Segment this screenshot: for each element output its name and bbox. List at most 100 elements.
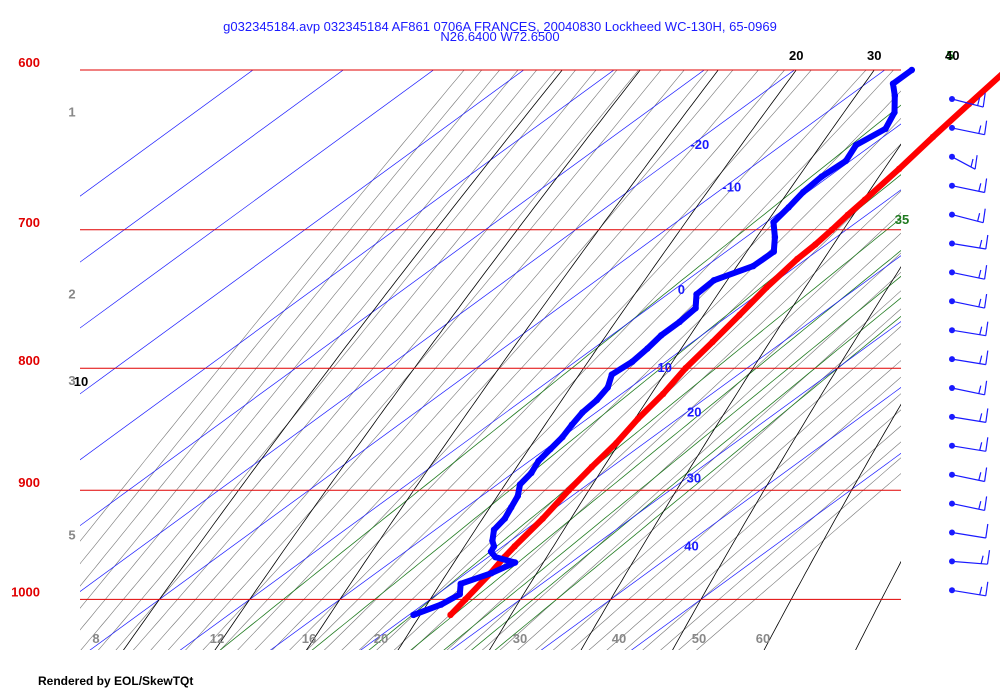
- wind-barb: [949, 93, 986, 108]
- mixing-ratio-line: [368, 217, 901, 650]
- moist-adiabat: [696, 473, 901, 650]
- moist-adiabat: [80, 70, 483, 565]
- mixing-ratio-line: [410, 249, 901, 650]
- dewpoint-point: [771, 233, 779, 241]
- moist-adiabat: [642, 425, 901, 650]
- wind-barb: [949, 234, 989, 250]
- moist-adiabat: [167, 70, 662, 650]
- dry-adiabat-lines: [123, 70, 901, 650]
- moist-adiabat: [499, 290, 901, 650]
- temperature-profile: [447, 71, 1000, 619]
- isotherm-line: [80, 70, 615, 461]
- isotherm-line: [89, 70, 886, 650]
- moist-adiabat-label: 2: [68, 286, 75, 301]
- moist-adiabat-lines: [80, 70, 901, 650]
- dewpoint-point: [579, 409, 586, 416]
- moist-adiabat: [80, 70, 557, 650]
- temperature-point: [539, 515, 546, 522]
- temperature-point: [709, 338, 716, 346]
- dewpoint-point: [456, 591, 463, 598]
- dewpoint-point: [559, 433, 566, 441]
- isotherm-label: -10: [722, 179, 741, 194]
- temperature-point: [588, 463, 595, 471]
- isotherm-label: 20: [687, 405, 701, 420]
- dewpoint-point: [547, 445, 554, 453]
- dewpoint-point: [891, 109, 898, 116]
- wind-barb: [949, 496, 988, 511]
- isotherm-line: [80, 70, 525, 395]
- moist-adiabat: [588, 376, 901, 650]
- moist-adiabat: [428, 212, 901, 650]
- moist-adiabat: [464, 252, 901, 650]
- dewpoint-point: [842, 157, 850, 165]
- dewpoint-point: [676, 318, 683, 325]
- temperature-point: [682, 365, 689, 372]
- moist-adiabat: [341, 90, 901, 650]
- temperature-line: [447, 71, 1000, 618]
- moist-adiabat: [606, 393, 901, 650]
- wind-barb: [949, 265, 988, 280]
- pressure-label: 600: [18, 55, 40, 70]
- moist-adiabat: [481, 271, 901, 650]
- pressure-label: 900: [18, 475, 40, 490]
- wind-barb: [949, 380, 988, 396]
- wind-barb: [949, 550, 991, 565]
- moist-adiabat: [80, 70, 538, 631]
- moist-adiabat: [306, 70, 867, 650]
- pressure-label: 1000: [11, 584, 40, 599]
- mixing-ratio-label: 35: [895, 212, 909, 227]
- temperature-point: [763, 284, 770, 291]
- grid-labels: 6007008009001000-20-10010203040510152025…: [11, 48, 959, 646]
- temperature-point: [812, 241, 819, 248]
- isotherm-label: -20: [690, 137, 709, 152]
- temperature-point: [736, 311, 743, 319]
- isotherm-label: 30: [687, 471, 701, 486]
- dewpoint-point: [410, 611, 417, 619]
- dewpoint-profile: [410, 66, 915, 619]
- temperature-point: [929, 133, 937, 141]
- isotherm-label: 0: [678, 282, 685, 297]
- dewpoint-point: [516, 481, 524, 488]
- isotherm-line: [80, 70, 254, 197]
- wind-barb: [949, 208, 986, 224]
- temperature-point: [861, 196, 869, 203]
- moist-adiabat-label: 8: [92, 631, 99, 646]
- dewpoint-point: [535, 457, 542, 465]
- dewpoint-point: [658, 332, 665, 339]
- isotherm-lines: [80, 70, 901, 650]
- dewpoint-point: [889, 80, 897, 87]
- wind-barb: [949, 120, 988, 136]
- moist-adiabat: [115, 70, 597, 650]
- isotherm-line: [80, 70, 705, 527]
- dewpoint-point: [770, 219, 777, 226]
- moist-adiabat-label: 1: [68, 104, 75, 119]
- dewpoint-point: [750, 262, 757, 270]
- isotherm-line: [80, 70, 344, 263]
- isotherm-label: 10: [658, 360, 672, 375]
- dewpoint-point: [511, 559, 519, 566]
- moist-adiabat: [678, 457, 901, 650]
- wind-barb: [949, 467, 988, 483]
- dewpoint-point: [710, 277, 718, 284]
- temperature-point: [462, 596, 469, 603]
- temperature-point: [828, 226, 836, 233]
- moist-adiabat: [133, 70, 618, 650]
- dry-adiabat-line: [580, 143, 901, 650]
- wind-barb: [949, 294, 988, 309]
- dewpoint-point: [508, 504, 515, 511]
- dewpoint-point: [604, 384, 611, 391]
- isobar-lines: [80, 69, 901, 600]
- temperature-point: [844, 211, 851, 219]
- moist-adiabat-label: 30: [513, 631, 527, 646]
- dry-adiabat-label: 40: [945, 48, 959, 63]
- mixing-ratio-line: [219, 104, 901, 650]
- isotherm-line: [80, 70, 435, 329]
- dewpoint-point: [891, 92, 898, 99]
- moist-adiabat-label: 20: [374, 631, 388, 646]
- moist-adiabat: [535, 325, 901, 650]
- moist-adiabat: [660, 441, 901, 650]
- isotherm-line: [360, 255, 901, 650]
- dewpoint-point: [608, 371, 615, 378]
- mixing-ratio-lines: [219, 104, 901, 650]
- moist-adiabat: [323, 70, 894, 650]
